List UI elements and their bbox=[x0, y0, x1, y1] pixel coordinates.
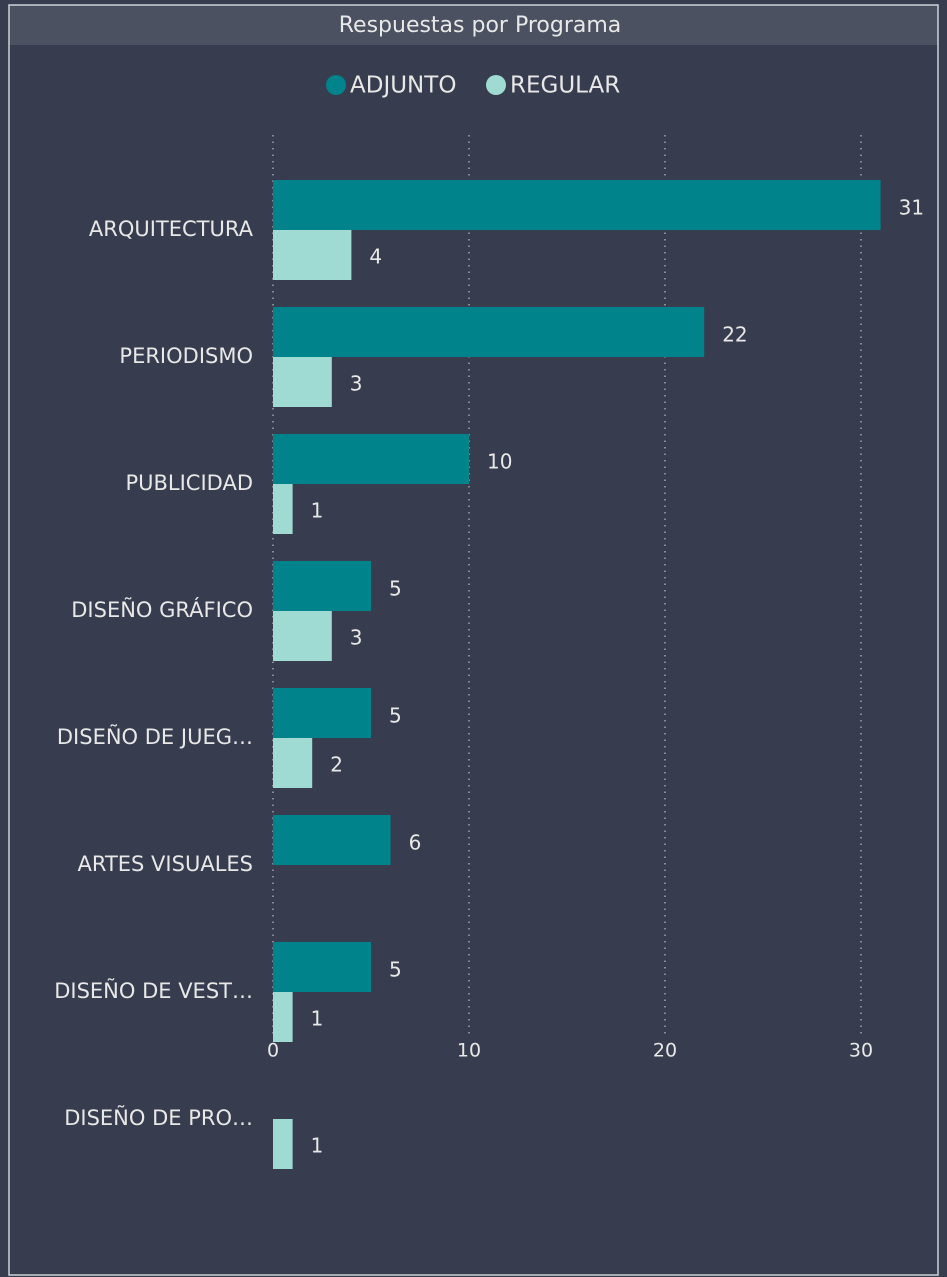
bar bbox=[273, 815, 391, 865]
data-label: 4 bbox=[369, 245, 382, 269]
legend-label: REGULAR bbox=[510, 73, 620, 99]
y-tick-label: DISEÑO DE VEST… bbox=[54, 977, 253, 1003]
bar bbox=[273, 180, 881, 230]
bar bbox=[273, 434, 469, 484]
title-bar bbox=[9, 5, 938, 45]
bar bbox=[273, 230, 352, 280]
legend-marker bbox=[486, 75, 506, 95]
y-tick-label: PUBLICIDAD bbox=[125, 471, 253, 495]
data-label: 2 bbox=[330, 753, 343, 777]
x-tick-label: 10 bbox=[457, 1040, 481, 1062]
bar bbox=[273, 484, 293, 534]
bar bbox=[273, 738, 313, 788]
data-label: 3 bbox=[350, 372, 363, 396]
data-label: 5 bbox=[389, 577, 402, 601]
bar bbox=[273, 688, 371, 738]
data-label: 5 bbox=[389, 704, 402, 728]
data-label: 10 bbox=[487, 450, 512, 474]
data-label: 1 bbox=[311, 499, 324, 523]
y-tick-label: ARTES VISUALES bbox=[78, 852, 253, 876]
data-label: 31 bbox=[899, 196, 924, 220]
data-label: 6 bbox=[409, 831, 422, 855]
x-tick-label: 30 bbox=[849, 1040, 873, 1062]
bar bbox=[273, 561, 371, 611]
y-tick-label: DISEÑO DE JUEG… bbox=[57, 723, 253, 749]
bar bbox=[273, 611, 332, 661]
frame bbox=[8, 4, 939, 1276]
data-label: 5 bbox=[389, 958, 402, 982]
bar bbox=[273, 307, 705, 357]
y-tick-label: DISEÑO GRÁFICO bbox=[71, 596, 253, 622]
y-tick-label: PERIODISMO bbox=[119, 344, 253, 368]
y-tick-label: ARQUITECTURA bbox=[89, 217, 254, 241]
data-label: 22 bbox=[722, 323, 747, 347]
y-tick-label: DISEÑO DE PRO… bbox=[64, 1104, 253, 1130]
bar bbox=[273, 992, 293, 1042]
data-label: 1 bbox=[311, 1134, 324, 1158]
bar bbox=[273, 942, 371, 992]
bar bbox=[273, 1119, 293, 1169]
data-label: 3 bbox=[350, 626, 363, 650]
bar bbox=[273, 357, 332, 407]
x-tick-label: 20 bbox=[653, 1040, 677, 1062]
legend-marker bbox=[326, 75, 346, 95]
chart-title: Respuestas por Programa bbox=[339, 13, 622, 38]
x-tick-label: 0 bbox=[267, 1040, 279, 1062]
legend-label: ADJUNTO bbox=[350, 73, 456, 99]
data-label: 1 bbox=[311, 1007, 324, 1031]
